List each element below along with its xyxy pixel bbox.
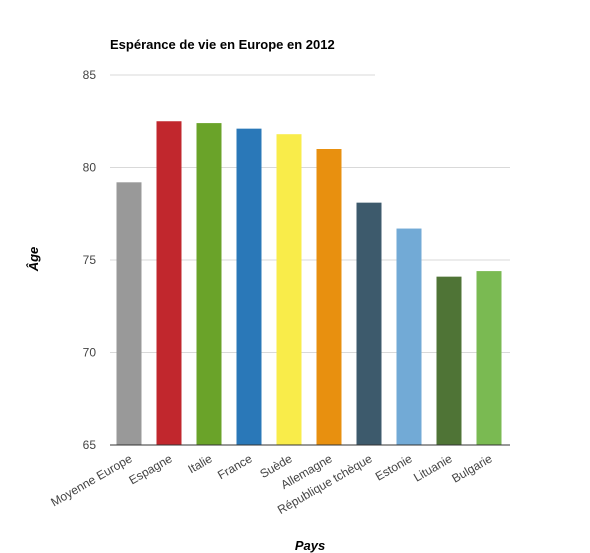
y-axis-ticks: 65 70 75 80 85 bbox=[83, 68, 97, 452]
x-tick-label: France bbox=[215, 451, 255, 482]
bar bbox=[116, 182, 142, 446]
y-tick-label: 70 bbox=[83, 346, 97, 360]
bar bbox=[156, 121, 182, 445]
x-tick-label: Lituanie bbox=[411, 451, 455, 484]
x-tick-label: Italie bbox=[186, 451, 215, 476]
bars bbox=[116, 121, 502, 446]
x-tick-label: Bulgarie bbox=[449, 451, 494, 485]
bar bbox=[436, 276, 462, 445]
y-tick-label: 75 bbox=[83, 253, 97, 267]
bar bbox=[316, 149, 342, 445]
x-tick-label: Espagne bbox=[126, 451, 174, 487]
x-axis-title: Pays bbox=[295, 538, 325, 553]
bar bbox=[276, 134, 302, 445]
y-tick-label: 80 bbox=[83, 161, 97, 175]
x-tick-label: Estonie bbox=[373, 451, 415, 483]
chart-title: Espérance de vie en Europe en 2012 bbox=[110, 37, 335, 52]
y-tick-label: 85 bbox=[83, 68, 97, 82]
y-tick-label: 65 bbox=[83, 438, 97, 452]
y-axis-title: Âge bbox=[26, 247, 41, 273]
bar bbox=[356, 202, 382, 445]
bar bbox=[196, 123, 222, 445]
bar bbox=[236, 128, 262, 445]
bar bbox=[476, 271, 502, 445]
x-tick-label: Moyenne Europe bbox=[48, 451, 134, 509]
bar bbox=[396, 228, 422, 445]
